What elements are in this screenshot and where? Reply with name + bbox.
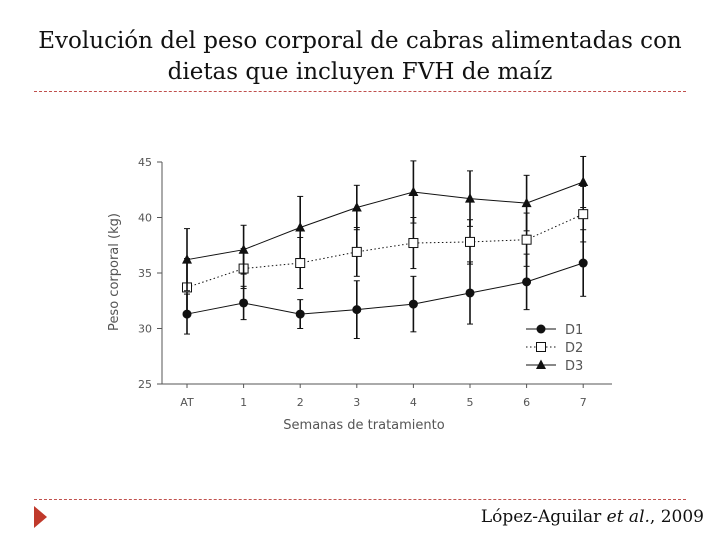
- data-point-d1: [578, 258, 588, 268]
- data-point-d2: [521, 234, 532, 245]
- data-point-d1: [239, 298, 249, 308]
- y-axis-label: Peso corporal (kg): [107, 213, 122, 331]
- legend-label-d2: D2: [565, 341, 583, 356]
- y-tick-label: 40: [138, 212, 152, 225]
- data-point-d3: [578, 176, 589, 186]
- data-point-d3: [295, 221, 306, 232]
- next-slide-arrow-icon[interactable]: [34, 506, 47, 528]
- x-tick-label: 2: [297, 396, 304, 409]
- data-point-d2: [578, 209, 589, 220]
- chart-series: [182, 155, 589, 339]
- citation-etal: et al.: [606, 507, 650, 527]
- x-tick-label: 3: [353, 396, 360, 409]
- data-point-d3: [238, 244, 249, 254]
- x-tick-label: 5: [467, 396, 474, 409]
- chart-legend: D1 D2 D3: [526, 323, 583, 374]
- citation-author: López-Aguilar: [480, 507, 602, 527]
- legend-marker-d2: [536, 342, 546, 352]
- data-point-d2: [295, 258, 306, 269]
- data-point-d3: [521, 197, 532, 208]
- data-point-d3: [465, 193, 475, 203]
- data-point-d2: [351, 246, 362, 257]
- x-tick-label: 7: [580, 396, 587, 409]
- data-point-d1: [408, 299, 418, 309]
- slide-title-line-1: Evolución del peso corporal de cabras al…: [38, 28, 682, 54]
- legend-marker-d1: [536, 324, 546, 334]
- data-point-d2: [465, 236, 475, 247]
- slide-title-line-2: dietas que incluyen FVH de maíz: [167, 59, 553, 85]
- data-point-d1: [352, 305, 362, 315]
- citation: López-Aguilar et al., 2009: [481, 507, 704, 527]
- data-point-d1: [465, 288, 475, 298]
- x-tick-label: 1: [240, 396, 247, 409]
- data-point-d3: [351, 202, 362, 212]
- y-tick-label: 45: [138, 156, 152, 169]
- x-tick-label: AT: [180, 396, 194, 409]
- data-point-d3: [408, 186, 419, 196]
- y-tick-label: 30: [138, 323, 152, 336]
- data-point-d3: [182, 254, 192, 264]
- data-point-d1: [522, 277, 532, 287]
- data-point-d1: [295, 309, 305, 319]
- series-line-d1: [186, 262, 584, 315]
- legend-marker-d3: [536, 359, 546, 369]
- top-divider: [34, 91, 686, 92]
- y-tick-label: 25: [138, 378, 152, 391]
- slide-title: Evolución del peso corporal de cabras al…: [20, 26, 700, 88]
- series-d3: [182, 155, 589, 292]
- series-line-d2: [186, 213, 584, 288]
- bottom-divider: [34, 499, 686, 500]
- legend-label-d1: D1: [565, 323, 583, 338]
- y-tick-label: 35: [138, 267, 152, 280]
- legend-label-d3: D3: [565, 359, 583, 374]
- x-tick-label: 6: [523, 396, 530, 409]
- citation-year: , 2009: [649, 507, 704, 527]
- x-tick-label: 4: [410, 396, 417, 409]
- data-point-d2: [408, 238, 419, 249]
- series-line-d3: [186, 181, 584, 261]
- x-axis-label: Semanas de tratamiento: [283, 418, 444, 433]
